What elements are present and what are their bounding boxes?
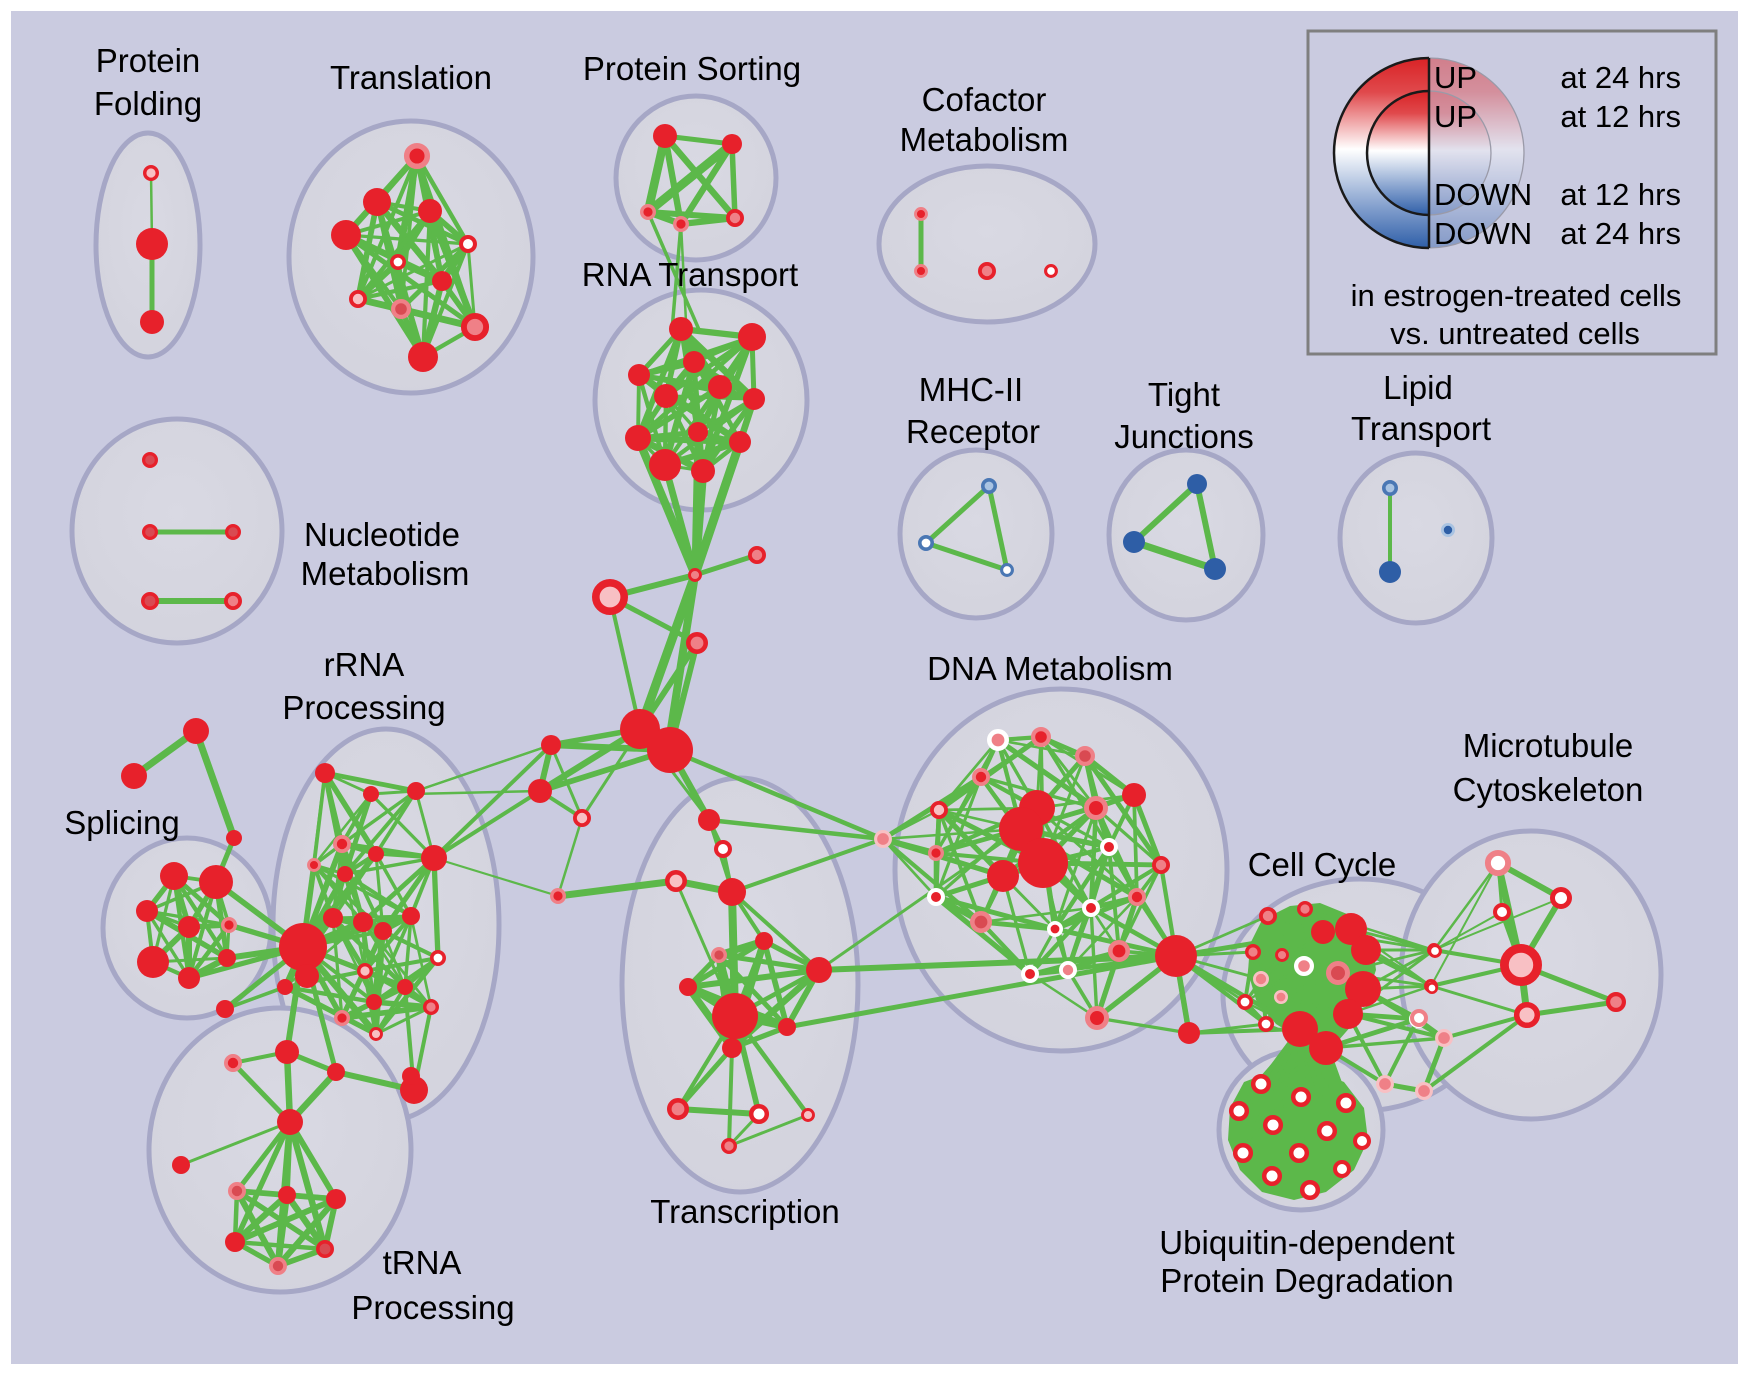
svg-text:at 12 hrs: at 12 hrs — [1560, 177, 1681, 212]
svg-text:RNA Transport: RNA Transport — [582, 256, 798, 293]
svg-text:Transcription: Transcription — [650, 1193, 840, 1230]
svg-text:DNA Metabolism: DNA Metabolism — [927, 650, 1173, 687]
svg-text:Protein: Protein — [96, 42, 201, 79]
svg-text:rRNA: rRNA — [324, 646, 405, 683]
svg-text:Cofactor: Cofactor — [922, 81, 1047, 118]
svg-text:Folding: Folding — [94, 85, 202, 122]
svg-text:Cell Cycle: Cell Cycle — [1248, 846, 1397, 883]
svg-text:DOWN: DOWN — [1434, 177, 1532, 212]
svg-text:Processing: Processing — [282, 689, 445, 726]
svg-text:Junctions: Junctions — [1114, 418, 1253, 455]
svg-text:in estrogen-treated cells: in estrogen-treated cells — [1351, 278, 1682, 313]
svg-text:Cytoskeleton: Cytoskeleton — [1453, 771, 1644, 808]
svg-text:tRNA: tRNA — [383, 1244, 462, 1281]
svg-text:Metabolism: Metabolism — [301, 555, 470, 592]
svg-text:Ubiquitin-dependent: Ubiquitin-dependent — [1159, 1224, 1454, 1261]
svg-text:Metabolism: Metabolism — [900, 121, 1069, 158]
svg-text:DOWN: DOWN — [1434, 216, 1532, 251]
svg-text:Splicing: Splicing — [64, 804, 180, 841]
svg-text:at 24 hrs: at 24 hrs — [1560, 216, 1681, 251]
svg-text:Transport: Transport — [1351, 410, 1491, 447]
svg-text:Processing: Processing — [351, 1289, 514, 1326]
svg-text:MHC-II: MHC-II — [919, 371, 1023, 408]
svg-text:Protein Degradation: Protein Degradation — [1160, 1262, 1454, 1299]
svg-text:Tight: Tight — [1148, 376, 1220, 413]
svg-text:UP: UP — [1434, 99, 1477, 134]
svg-text:Microtubule: Microtubule — [1463, 727, 1634, 764]
svg-text:vs. untreated cells: vs. untreated cells — [1390, 316, 1640, 351]
svg-text:Translation: Translation — [330, 59, 492, 96]
svg-text:UP: UP — [1434, 60, 1477, 95]
svg-text:at 12 hrs: at 12 hrs — [1560, 99, 1681, 134]
svg-text:Receptor: Receptor — [906, 413, 1040, 450]
svg-text:at 24 hrs: at 24 hrs — [1560, 60, 1681, 95]
svg-text:Nucleotide: Nucleotide — [304, 516, 460, 553]
svg-text:Lipid: Lipid — [1383, 369, 1453, 406]
svg-text:Protein Sorting: Protein Sorting — [583, 50, 801, 87]
